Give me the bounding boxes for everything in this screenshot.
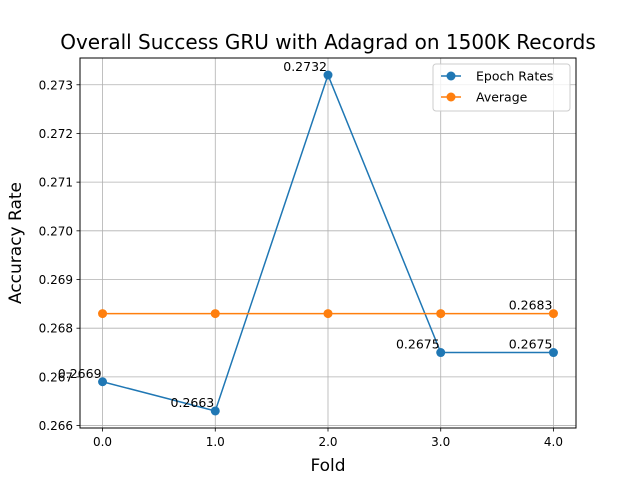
data-label-epoch-rates: 0.2732	[283, 59, 327, 74]
data-point-epoch-rates	[98, 377, 108, 387]
y-tick-label: 0.269	[39, 273, 73, 287]
y-tick-label: 0.266	[39, 419, 73, 433]
series-average	[98, 309, 558, 319]
series-epoch-rates	[98, 70, 558, 416]
data-point-average	[210, 309, 220, 319]
data-point-epoch-rates	[210, 406, 220, 416]
data-label-epoch-rates: 0.2669	[58, 366, 102, 381]
x-tick-label: 0.0	[93, 435, 112, 449]
x-axis-label: Fold	[310, 456, 345, 476]
data-labels: 0.2669 0.2663 0.2732 0.2675 0.2675 0.2683	[58, 59, 553, 410]
series-layer	[98, 70, 558, 416]
y-tick-label: 0.272	[39, 127, 73, 141]
y-tick-label: 0.270	[39, 224, 73, 238]
legend-marker-epoch-rates	[446, 71, 456, 81]
legend-label-epoch-rates: Epoch Rates	[476, 69, 553, 84]
ticks: 0.0 1.0 2.0 3.0 4.0 0.266 0.267 0.268 0.269 0.270…	[39, 78, 563, 449]
x-tick-label: 2.0	[318, 435, 337, 449]
x-tick-label: 3.0	[431, 435, 450, 449]
y-tick-label: 0.271	[39, 176, 73, 190]
chart-title: Overall Success GRU with Adagrad on 1500…	[60, 30, 596, 54]
data-point-average	[436, 309, 446, 319]
legend-marker-average	[446, 92, 456, 102]
legend-box	[432, 63, 571, 112]
data-point-epoch-rates	[548, 348, 558, 358]
data-point-average	[548, 309, 558, 319]
x-tick-label: 1.0	[206, 435, 225, 449]
data-label-average: 0.2683	[509, 298, 553, 313]
y-tick-label: 0.268	[39, 322, 73, 336]
y-tick-label: 0.267	[39, 370, 73, 384]
data-label-epoch-rates: 0.2675	[509, 337, 553, 352]
x-tick-label: 4.0	[544, 435, 563, 449]
grid	[80, 58, 576, 428]
data-point-epoch-rates	[323, 70, 333, 80]
y-axis-label: Accuracy Rate	[6, 182, 26, 304]
legend-label-average: Average	[476, 90, 528, 105]
data-point-epoch-rates	[436, 348, 446, 358]
data-label-epoch-rates: 0.2675	[396, 337, 440, 352]
data-point-average	[98, 309, 108, 319]
y-tick-label: 0.273	[39, 78, 73, 92]
data-label-epoch-rates: 0.2663	[171, 395, 215, 410]
data-point-average	[323, 309, 333, 319]
legend: Epoch Rates Average	[432, 63, 571, 112]
